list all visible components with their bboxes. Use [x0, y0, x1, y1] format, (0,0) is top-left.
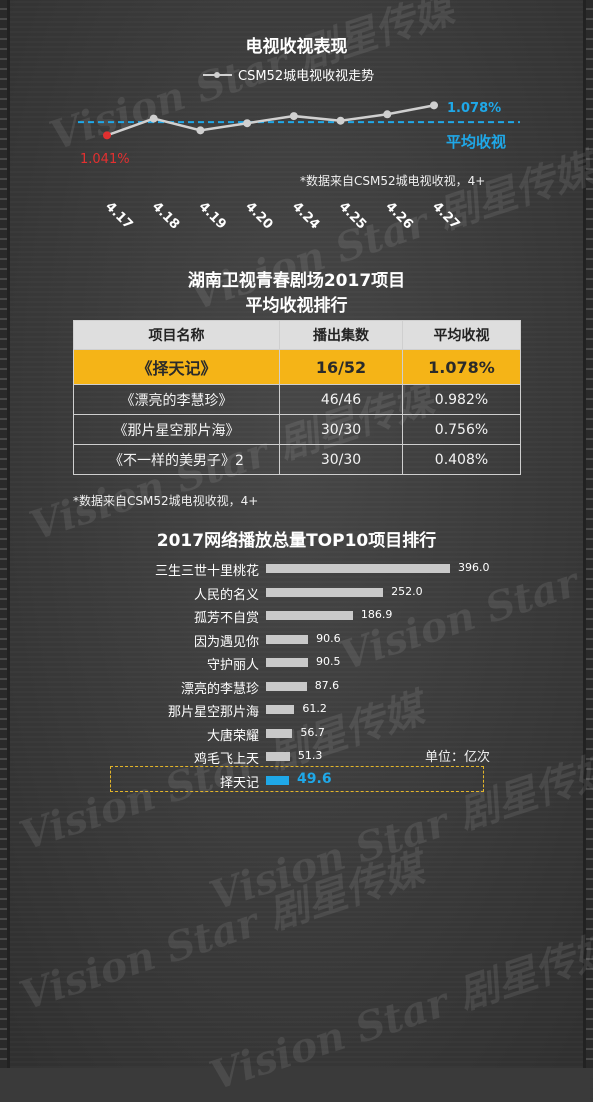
data-point [196, 126, 205, 135]
header-name: 项目名称 [73, 320, 280, 350]
table-row: 《那片星空那片海》 30/30 0.756% [73, 414, 521, 445]
legend: CSM52城电视收视走势 [203, 68, 374, 84]
bar [266, 587, 384, 597]
bar [266, 658, 309, 667]
bar-value-label: 396.0 [458, 561, 490, 574]
data-point [103, 131, 111, 140]
data-point [243, 119, 252, 128]
first-value-label: 1.041% [80, 152, 130, 167]
bar-value-label: 186.9 [360, 608, 393, 621]
legend-marker [214, 72, 220, 78]
legend-label: CSM52城电视收视走势 [238, 68, 374, 84]
cell-average: 0.408% [402, 444, 521, 475]
x-tick-label: 4.24 [289, 199, 322, 232]
x-tick-label: 4.18 [149, 199, 182, 232]
x-tick-label: 4.20 [242, 199, 275, 232]
cell-episodes: 30/30 [279, 414, 403, 445]
tv-ratings-line-chart: CSM52城电视收视走势 1.078% 平均收视 1.041% 4.17 4.18… [78, 68, 520, 233]
background [0, 0, 593, 1068]
bar [266, 775, 290, 785]
highlight-box [110, 766, 484, 792]
bar-value-label: 90.6 [316, 631, 341, 645]
unit-label: 单位：亿次 [425, 750, 491, 765]
table-row-highlight: 《择天记》 16/52 1.078% [73, 349, 521, 385]
cell-average: 1.078% [402, 349, 521, 385]
average-value: 1.078% [447, 101, 501, 116]
x-tick-label: 4.26 [382, 199, 415, 232]
cell-name: 《漂亮的李慧珍》 [73, 384, 280, 415]
data-point [336, 116, 345, 125]
bar-category-label: 三生三世十里桃花 [154, 564, 259, 579]
table-title-line2: 平均收视排行 [245, 296, 348, 316]
x-axis-ticks: 4.17 4.18 4.19 4.20 4.24 4.25 4.26 4.27 [102, 199, 462, 232]
bar-value-label: 51.3 [297, 749, 323, 762]
data-point [289, 112, 298, 121]
line-series [103, 101, 438, 140]
bar-value-label: 49.6 [297, 770, 332, 787]
bar-value-label: 61.2 [302, 702, 327, 715]
ratings-table: 项目名称 播出集数 平均收视 《择天记》 16/52 1.078% 《漂亮的李慧… [73, 320, 521, 475]
data-point [383, 110, 392, 119]
bar-chart-title: 2017网络播放总量TOP10项目排行 [156, 531, 437, 551]
bar-category-label: 鸡毛飞上天 [193, 752, 259, 767]
bar-category-label: 漂亮的李慧珍 [180, 681, 259, 697]
table-header-row: 项目名称 播出集数 平均收视 [73, 320, 521, 350]
cell-name: 《不一样的美男子》2 [73, 444, 280, 475]
header-average: 平均收视 [402, 320, 521, 350]
data-point [430, 101, 438, 110]
table-title-line1: 湖南卫视青春剧场2017项目 [187, 271, 406, 291]
cell-episodes: 30/30 [279, 444, 403, 475]
left-border [0, 0, 10, 1068]
bar-value-label: 90.5 [316, 655, 341, 668]
bar-value-label: 252.0 [391, 584, 423, 598]
average-label: 平均收视 [446, 133, 506, 151]
table-row: 《漂亮的李慧珍》 46/46 0.982% [73, 384, 521, 415]
series-line [106, 104, 435, 137]
bar-category-label: 人民的名义 [193, 587, 259, 603]
cell-episodes: 16/52 [279, 349, 403, 385]
right-border [583, 0, 593, 1068]
bar-category-label: 守护丽人 [206, 658, 259, 673]
x-tick-label: 4.19 [196, 199, 229, 232]
cell-episodes: 46/46 [279, 384, 403, 415]
bar-category-label: 择天记 [219, 775, 259, 791]
source-note: *数据来自CSM52城电视收视，4+ [300, 174, 486, 188]
cell-name: 《那片星空那片海》 [73, 414, 280, 445]
cell-average: 0.756% [402, 414, 521, 445]
bar-value-label: 56.7 [300, 725, 325, 739]
x-tick-label: 4.25 [336, 199, 369, 232]
bar [266, 752, 290, 761]
bar [266, 634, 309, 644]
data-point [149, 114, 158, 123]
bar [266, 728, 293, 738]
x-tick-label: 4.17 [102, 199, 135, 232]
table-row: 《不一样的美男子》2 30/30 0.408% [73, 444, 521, 475]
bar [266, 681, 307, 691]
header-episodes: 播出集数 [279, 320, 403, 350]
table-source-note: *数据来自CSM52城电视收视，4+ [73, 494, 259, 508]
bar [266, 705, 295, 714]
bar-category-label: 因为遇见你 [193, 634, 259, 650]
bar-category-label: 那片星空那片海 [167, 705, 259, 720]
bar-value-label: 87.6 [314, 678, 340, 692]
bar [266, 611, 353, 620]
bar [266, 564, 450, 573]
cell-name: 《择天记》 [73, 349, 280, 385]
x-tick-label: 4.27 [429, 199, 462, 232]
cell-average: 0.982% [402, 384, 521, 415]
tv-ratings-title: 电视收视表现 [245, 37, 348, 57]
bar-category-label: 大唐荣耀 [206, 728, 259, 744]
bar-category-label: 孤芳不自赏 [193, 611, 259, 626]
